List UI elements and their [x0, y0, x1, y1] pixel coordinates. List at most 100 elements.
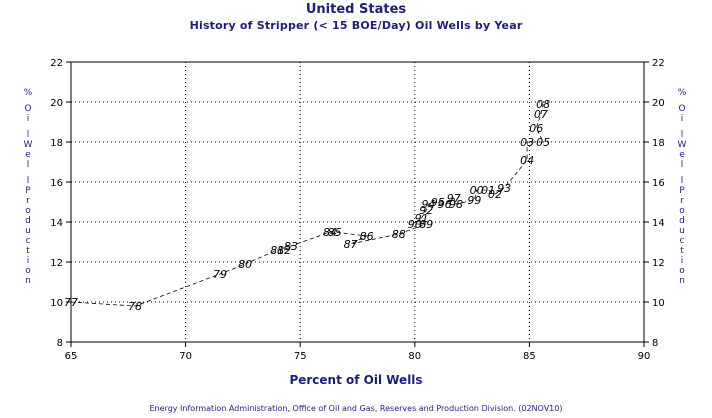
y-axis-label-char: u — [679, 226, 685, 236]
y-axis-label-char: % — [677, 88, 687, 98]
y-axis-label-char: % — [23, 88, 33, 98]
y-axis-label-char: d — [25, 216, 31, 226]
y-axis-label-char: l — [26, 130, 30, 140]
y-axis-label-char: i — [680, 114, 684, 124]
y-tick-label-right: 18 — [652, 138, 665, 149]
x-tick-label: 90 — [638, 351, 651, 362]
y-axis-label-char: c — [679, 236, 685, 246]
y-tick-label-left: 20 — [50, 98, 63, 109]
x-tick-label: 80 — [408, 351, 421, 362]
point-label-84: 84 — [323, 226, 337, 239]
y-tick-label-right: 20 — [652, 98, 665, 109]
point-label-78: 78 — [128, 300, 142, 313]
source-footer: Energy Information Administration, Offic… — [149, 404, 563, 413]
y-tick-label-right: 22 — [652, 58, 665, 69]
y-axis-label-char: l — [680, 130, 684, 140]
y-axis-label-char: e — [679, 150, 685, 160]
point-label-97: 97 — [447, 192, 461, 205]
grid — [71, 62, 644, 342]
point-label-98: 98 — [449, 198, 463, 211]
y-axis-label-char: c — [25, 236, 31, 246]
y-axis-label-char: o — [679, 206, 685, 216]
x-tick-label: 85 — [523, 351, 536, 362]
y-axis-label-char: l — [680, 176, 684, 186]
y-tick-label-left: 8 — [57, 338, 63, 349]
y-axis-label-char: r — [680, 196, 684, 206]
x-tick-label: 65 — [65, 351, 78, 362]
y-tick-label-left: 14 — [50, 218, 63, 229]
y-axis-label-char: i — [680, 256, 684, 266]
y-axis-label-char: t — [26, 246, 30, 256]
y-axis-label-char: o — [25, 266, 31, 276]
point-label-80: 80 — [238, 258, 252, 271]
point-label-95: 95 — [431, 196, 445, 209]
point-label-82: 82 — [277, 244, 291, 257]
y-axis-label-char: u — [25, 226, 31, 236]
y-axis-label-char: d — [679, 216, 685, 226]
point-label-77: 77 — [64, 296, 78, 309]
y-axis-label-char: l — [26, 160, 30, 170]
y-axis-label-char: o — [25, 206, 31, 216]
y-tick-label-left: 22 — [50, 58, 63, 69]
point-label-92: 92 — [419, 204, 433, 217]
point-label-93: 93 — [497, 182, 511, 195]
plot-frame — [70, 61, 645, 343]
y-axis-label-char: l — [680, 160, 684, 170]
point-label-94: 94 — [422, 198, 436, 211]
y-tick-label-left: 16 — [50, 178, 63, 189]
y-axis-label-char: i — [26, 256, 30, 266]
x-tick-label: 75 — [294, 351, 307, 362]
y-axis-label-char: O — [678, 104, 686, 114]
y-tick-label-left: 10 — [50, 298, 63, 309]
series-line — [70, 103, 544, 307]
chart-title: United States — [305, 2, 407, 17]
point-label-05: 05 — [536, 136, 550, 149]
point-label-91: 91 — [415, 212, 429, 225]
y-tick-label-right: 8 — [652, 338, 658, 349]
y-axis-label-char: o — [679, 266, 685, 276]
point-label-88: 88 — [392, 228, 406, 241]
x-axis-label: Percent of Oil Wells — [289, 373, 423, 387]
point-label-96: 96 — [438, 198, 452, 211]
point-label-81: 81 — [270, 244, 284, 257]
x-tick-label: 70 — [179, 351, 192, 362]
point-label-00: 00 — [470, 184, 484, 197]
y-tick-label-left: 12 — [50, 258, 63, 269]
point-label-04: 04 — [520, 154, 534, 167]
point-label-01: 01 — [481, 184, 495, 197]
point-label-03: 03 — [520, 136, 534, 149]
y-tick-label-right: 14 — [652, 218, 665, 229]
y-tick-label-right: 12 — [652, 258, 665, 269]
y-tick-label-right: 16 — [652, 178, 665, 189]
y-axis-label-char: r — [26, 196, 30, 206]
y-axis-label-char: l — [26, 176, 30, 186]
point-label-07: 07 — [534, 108, 548, 121]
point-label-85: 85 — [328, 226, 342, 239]
point-label-89: 89 — [419, 218, 433, 231]
chart-subtitle: History of Stripper (< 15 BOE/Day) Oil W… — [189, 19, 523, 32]
y-axis-label-char: P — [679, 186, 685, 196]
y-axis-label-char: W — [23, 140, 33, 150]
point-label-90: 90 — [408, 218, 422, 231]
y-tick-label-left: 18 — [50, 138, 63, 149]
point-label-99: 99 — [467, 194, 481, 207]
y-axis-label-char: i — [26, 114, 30, 124]
point-label-79: 79 — [213, 268, 227, 281]
point-label-86: 86 — [360, 230, 374, 243]
y-tick-label-right: 10 — [652, 298, 665, 309]
y-axis-label-char: t — [680, 246, 684, 256]
point-label-06: 06 — [529, 122, 543, 135]
y-axis-label-char: O — [24, 104, 32, 114]
y-axis-label-char: W — [677, 140, 687, 150]
point-label-02: 02 — [488, 188, 502, 201]
point-label-83: 83 — [284, 240, 298, 253]
y-axis-label-char: e — [25, 150, 31, 160]
y-axis-label-char: P — [25, 186, 31, 196]
point-label-08: 08 — [536, 98, 550, 111]
point-label-87: 87 — [344, 238, 358, 251]
